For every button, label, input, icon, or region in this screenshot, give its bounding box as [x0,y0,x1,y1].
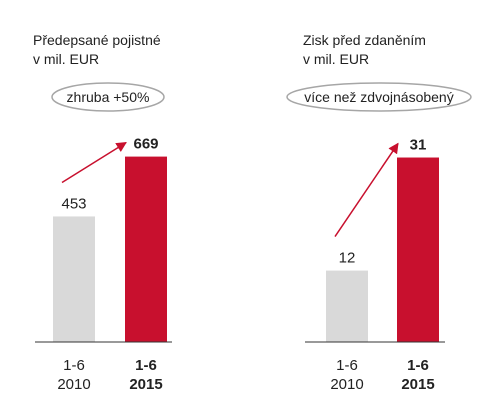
badge-outline [286,82,472,112]
chart-title-line2: v mil. EUR [303,51,369,67]
bar-2015 [125,156,167,342]
tick-label-year: 2015 [401,376,434,393]
chart-panel-profit: Zisk před zdaněním v mil. EUR více než z… [286,32,472,393]
chart-panel-premiums: Předepsané pojistné v mil. EUR zhruba +5… [33,32,172,393]
bar-2010 [53,216,95,342]
chart-title-line1: Zisk před zdaněním [303,32,426,48]
tick-label-year: 2015 [129,376,162,393]
bar-2015 [397,157,439,342]
bar-group: 453 669 [53,136,167,342]
growth-arrow [61,141,127,184]
tick-label-period: 1-6 [135,357,157,374]
badge-label: zhruba +50% [67,89,150,105]
value-label: 31 [410,137,427,154]
chart-title-line1: Předepsané pojistné [33,32,161,48]
bar-group: 12 31 [326,137,439,342]
tick-label-period: 1-6 [63,357,85,374]
tick-label-period: 1-6 [336,357,358,374]
chart-title-line2: v mil. EUR [33,51,99,67]
value-label: 453 [61,195,86,212]
tick-label-year: 2010 [330,376,363,393]
tick-label-year: 2010 [57,376,90,393]
growth-arrow [334,142,399,238]
bar-2010 [326,270,368,342]
tick-label-period: 1-6 [407,357,429,374]
badge-label: více než zdvojnásobený [304,89,453,105]
value-label: 669 [133,136,158,153]
badge-outline [51,82,165,112]
value-label: 12 [339,250,356,267]
